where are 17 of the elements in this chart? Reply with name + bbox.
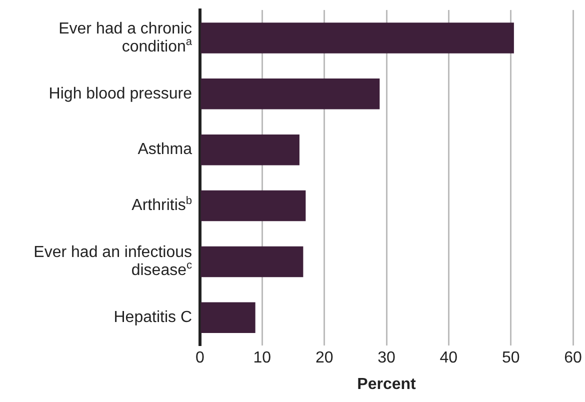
bar	[200, 190, 306, 222]
x-tick-label: 60	[564, 350, 582, 367]
x-tick-label: 40	[440, 350, 458, 367]
bar	[200, 22, 514, 54]
y-tick-label: Hepatitis C	[114, 309, 192, 326]
bar	[200, 246, 304, 278]
x-tick-label: 0	[196, 350, 205, 367]
bar	[200, 302, 256, 334]
x-axis-title: Percent	[357, 376, 417, 393]
bar	[200, 78, 380, 110]
y-tick-label: High blood pressure	[48, 85, 192, 102]
y-tick-label: Asthma	[138, 141, 192, 158]
x-tick-label: 30	[378, 350, 396, 367]
x-tick-label: 10	[253, 350, 272, 367]
x-tick-label: 50	[502, 350, 520, 367]
bar	[200, 134, 300, 166]
x-tick-label: 20	[315, 350, 334, 367]
